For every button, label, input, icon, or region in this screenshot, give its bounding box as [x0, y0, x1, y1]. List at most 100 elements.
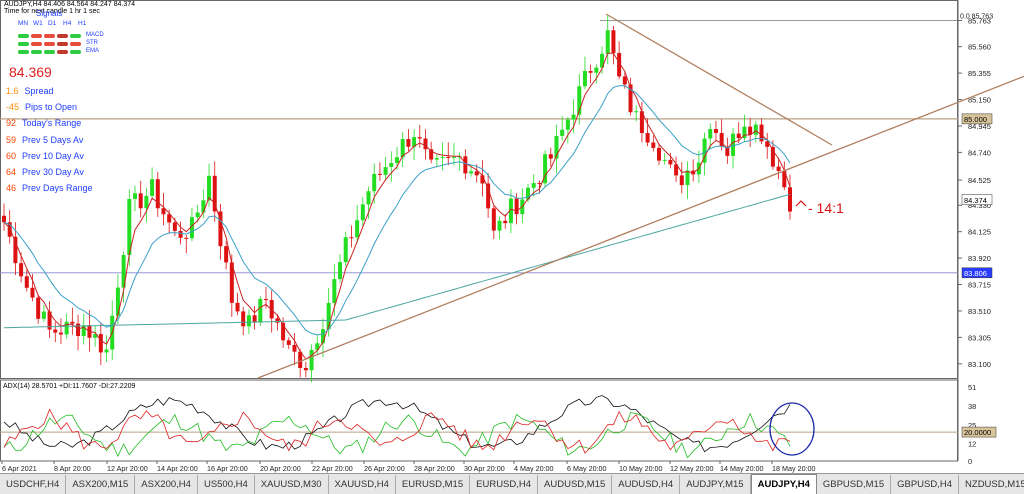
signal-cell	[70, 34, 81, 38]
signal-label: STR	[86, 40, 98, 46]
candle-body	[269, 300, 274, 319]
candle-body	[451, 156, 456, 158]
candle-body	[776, 166, 781, 171]
candle-body	[645, 133, 650, 143]
ema-mid-line	[3, 85, 791, 336]
price-tag-85000-bg	[961, 113, 993, 125]
price-tick-label: 85.355	[968, 69, 991, 78]
candle-body	[93, 334, 98, 338]
minus-di-line	[3, 408, 791, 454]
tab-asx200-m15[interactable]: ASX200,M15	[66, 475, 136, 494]
price-tag-83806: 83.806	[964, 269, 987, 278]
tab-gbpusd-m15[interactable]: GBPUSD,M15	[817, 475, 892, 494]
candle-body	[543, 154, 548, 184]
symbol-header: AUDJPY,H4 84.406 84.564 84.247 84.374	[4, 1, 136, 8]
time-tick-label: 30 Apr 20:00	[464, 464, 505, 473]
timeframe-h4: H4	[63, 20, 72, 27]
tab-eurusd-h4[interactable]: EURUSD,H4	[470, 475, 539, 494]
candle-body	[417, 137, 422, 139]
candle-body	[480, 175, 485, 184]
stat-row: 59 Prev 5 Days Av	[6, 135, 83, 145]
timeframe-h1: H1	[78, 20, 87, 27]
candle-body	[486, 183, 491, 209]
adx-tick-label: 12	[968, 440, 976, 449]
time-tick-label: 12 Apr 20:00	[107, 464, 148, 473]
candle-body	[719, 132, 724, 147]
candle-body	[600, 53, 605, 68]
tab-gbpusd-h4[interactable]: GBPUSD,H4	[891, 475, 960, 494]
candle-body	[58, 332, 63, 335]
candle-body	[167, 214, 172, 223]
tab-nzdusd-m15[interactable]: NZDUSD,M15	[959, 475, 1024, 494]
price-tag-current: 84.374	[964, 196, 987, 205]
adx-tick-label: 51	[968, 383, 976, 392]
tab-audusd-h4[interactable]: AUDUSD,H4	[612, 475, 681, 494]
time-tick-label: 22 Apr 20:00	[312, 464, 353, 473]
signal-cell	[57, 42, 68, 46]
price-tick-label: 84.740	[968, 148, 991, 157]
candle-body	[184, 237, 189, 239]
candle-body	[657, 147, 661, 161]
candle-body	[53, 329, 58, 333]
tab-asx200-h4[interactable]: ASX200,H4	[135, 475, 198, 494]
candle-body	[161, 208, 166, 215]
time-tick-label: 20 Apr 20:00	[260, 464, 301, 473]
candle-body	[395, 157, 399, 164]
signal-cell	[70, 50, 81, 54]
candle-body	[19, 263, 24, 277]
candle-body	[81, 325, 86, 337]
candle-body	[503, 220, 508, 224]
candle-body	[155, 179, 160, 209]
candle-body	[708, 128, 713, 139]
candle-body	[115, 287, 120, 316]
rising-trendline	[257, 75, 1024, 379]
stat-row: 64 Prev 30 Day Av	[6, 167, 84, 177]
candle-body	[668, 159, 673, 165]
price-tick-label: 84.125	[968, 228, 991, 237]
price-tick-label: 84.525	[968, 176, 991, 185]
candle-body	[702, 138, 707, 163]
time-tick-label: 6 May 20:00	[567, 464, 607, 473]
tab-eurusd-m15[interactable]: EURUSD,M15	[396, 475, 471, 494]
candle-body	[383, 167, 388, 175]
adx-highlight-circle	[769, 402, 815, 456]
candle-body	[434, 157, 439, 160]
candle-body	[497, 220, 502, 231]
candle-body	[446, 156, 451, 158]
stat-row: 1.6 Spread	[6, 86, 54, 96]
tab-xauusd-h4[interactable]: XAUUSD,H4	[329, 475, 396, 494]
timeframe-d1: D1	[48, 20, 57, 27]
candle-body	[70, 321, 75, 324]
candle-body	[508, 198, 513, 224]
tab-audusd-m15[interactable]: AUDUSD,M15	[538, 475, 613, 494]
price-tag-current-bg	[961, 194, 993, 205]
candle-body	[736, 133, 741, 139]
candle-body	[41, 311, 46, 319]
candle-body	[235, 302, 240, 312]
candle-body	[582, 70, 587, 87]
candle-body	[605, 30, 610, 54]
stat-label: Prev 5 Days Av	[22, 134, 84, 145]
current-price: 84.369	[9, 64, 52, 80]
candle-body	[246, 315, 251, 327]
candle-body	[406, 139, 411, 147]
tab-xauusd-m30[interactable]: XAUUSD,M30	[255, 475, 329, 494]
stat-value: -45	[6, 102, 20, 113]
candle-body	[127, 198, 132, 256]
tab-audjpy-m15[interactable]: AUDJPY,M15	[680, 475, 751, 494]
tab-audjpy-h4[interactable]: AUDJPY,H4	[750, 474, 817, 494]
signal-cell	[18, 50, 29, 54]
time-tick-label: 26 Apr 20:00	[364, 464, 405, 473]
candle-body	[64, 321, 69, 335]
time-tick-label: 8 Apr 20:00	[54, 464, 91, 473]
candle-body	[264, 299, 268, 301]
tab-us500-h4[interactable]: US500,H4	[198, 475, 255, 494]
signal-cell	[18, 34, 29, 38]
candle-body	[759, 124, 764, 142]
signal-cell	[31, 34, 42, 38]
candle-body	[679, 175, 684, 186]
stat-label: Today's Range	[22, 118, 82, 129]
tab-usdchf-h4[interactable]: USDCHF,H4	[0, 475, 67, 494]
price-chart[interactable]: 85.763 85.560 85.355 85.150 84.945 84.740 84.5…	[0, 0, 1024, 473]
adx-level-tag: 20.0000	[964, 428, 991, 437]
